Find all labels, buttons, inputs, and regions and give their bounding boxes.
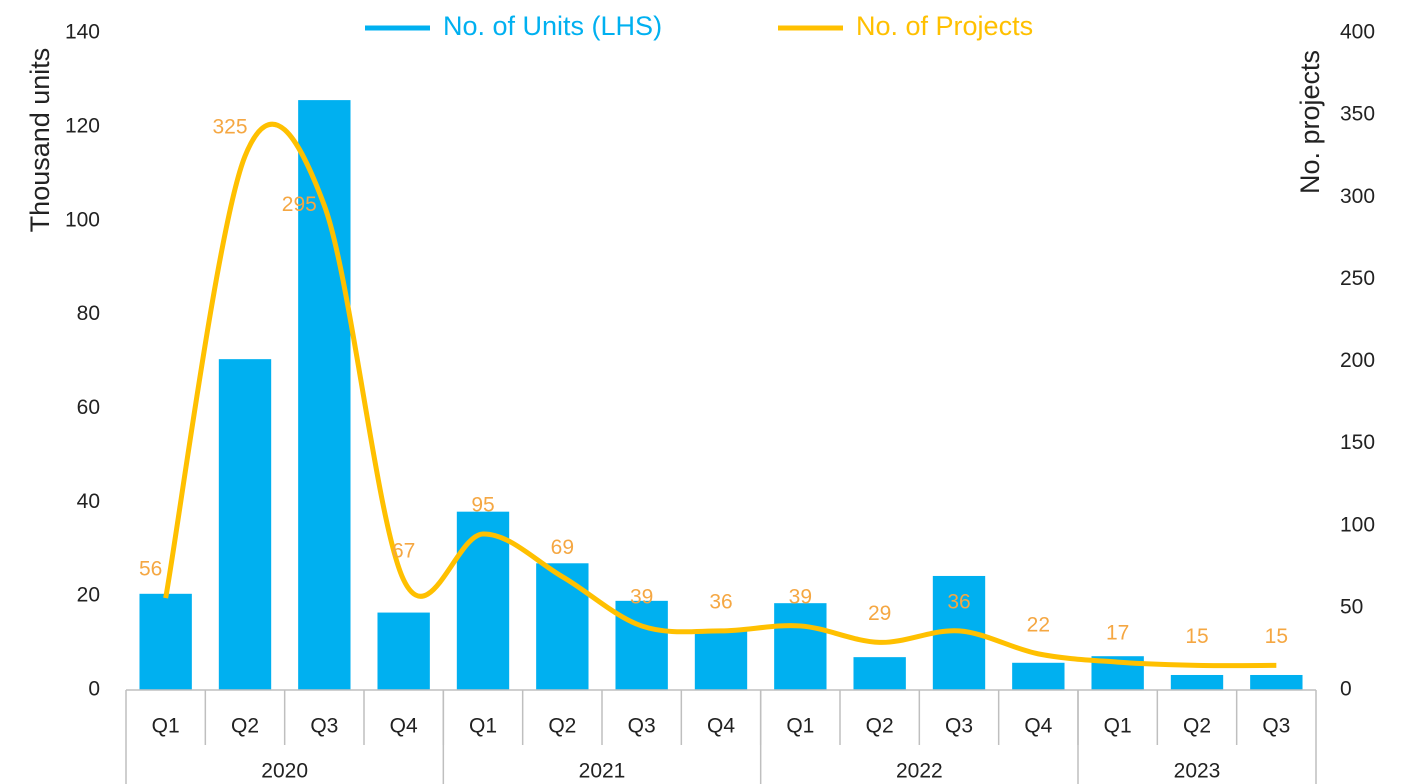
y2-tick-label: 50 (1340, 595, 1363, 618)
y-tick-label: 100 (65, 208, 100, 231)
x-tick-label: Q1 (786, 715, 814, 738)
y2-tick-label: 150 (1340, 431, 1375, 454)
y-tick-label: 20 (77, 584, 100, 607)
x-tick-label: Q1 (1104, 715, 1132, 738)
bar (853, 657, 906, 690)
bar (456, 511, 510, 690)
y2-tick-label: 250 (1340, 267, 1375, 290)
legend-label: No. of Units (LHS) (443, 11, 662, 41)
bar (694, 629, 748, 690)
bar (139, 593, 192, 690)
y2-tick-label: 0 (1340, 678, 1352, 701)
x-tick-label: Q1 (152, 715, 180, 738)
data-label: 325 (212, 116, 247, 139)
data-label: 295 (282, 193, 317, 216)
group-label: 2020 (261, 760, 308, 783)
y-tick-label: 120 (65, 114, 100, 137)
data-label: 29 (868, 602, 891, 625)
x-tick-label: Q3 (628, 715, 656, 738)
x-tick-label: Q2 (548, 715, 576, 738)
x-tick-label: Q4 (707, 715, 735, 738)
data-label: 39 (630, 585, 653, 608)
data-label: 67 (392, 539, 415, 562)
bar (1250, 674, 1303, 690)
bar (298, 100, 351, 691)
x-tick-label: Q3 (310, 715, 338, 738)
data-label: 56 (139, 558, 162, 581)
x-tick-label: Q4 (390, 715, 418, 738)
bar (218, 359, 272, 690)
bar (774, 603, 827, 690)
x-tick-label: Q2 (1183, 715, 1211, 738)
data-label: 36 (709, 590, 732, 613)
bar (377, 612, 430, 690)
x-tick-label: Q4 (1024, 715, 1052, 738)
data-label: 15 (1265, 625, 1288, 648)
x-tick-label: Q2 (866, 715, 894, 738)
y-tick-label: 40 (77, 490, 100, 513)
x-tick-label: Q1 (469, 715, 497, 738)
y2-tick-label: 400 (1340, 21, 1375, 44)
bar (536, 563, 589, 690)
y2-tick-label: 200 (1340, 349, 1375, 372)
y-tick-label: 0 (88, 678, 100, 701)
bar (615, 600, 668, 690)
data-label: 69 (551, 536, 574, 559)
data-label: 17 (1106, 622, 1129, 645)
y2-axis-label: No. projects (1295, 50, 1325, 194)
group-label: 2021 (579, 760, 626, 783)
y-tick-label: 60 (77, 396, 100, 419)
x-tick-label: Q2 (231, 715, 259, 738)
data-label: 36 (947, 590, 970, 613)
bar (1012, 662, 1065, 690)
data-label: 22 (1027, 613, 1050, 636)
data-label: 39 (789, 585, 812, 608)
line (163, 121, 1277, 669)
y2-tick-label: 100 (1340, 513, 1375, 536)
y2-tick-label: 350 (1340, 103, 1375, 126)
y2-tick-label: 300 (1340, 185, 1375, 208)
x-tick-label: Q3 (1262, 715, 1290, 738)
group-label: 2022 (896, 760, 943, 783)
x-tick-label: Q3 (945, 715, 973, 738)
y-tick-label: 140 (65, 21, 100, 44)
y-axis-label: Thousand units (25, 48, 55, 233)
data-label: 15 (1185, 625, 1208, 648)
group-label: 2023 (1174, 760, 1221, 783)
bar (1170, 674, 1224, 690)
legend-label: No. of Projects (856, 11, 1033, 41)
y-tick-label: 80 (77, 302, 100, 325)
data-label: 95 (471, 494, 494, 517)
